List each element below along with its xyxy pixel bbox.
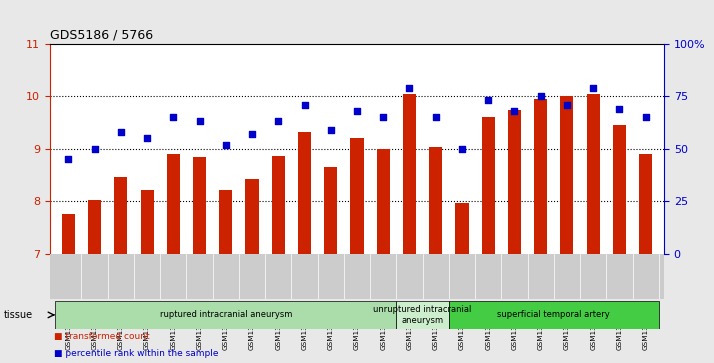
Point — [535, 93, 546, 99]
Point — [483, 98, 494, 103]
Bar — [55, 301, 396, 329]
Point — [561, 102, 573, 107]
Point — [378, 114, 389, 120]
Bar — [639, 154, 652, 254]
Bar — [324, 167, 337, 254]
Point — [588, 85, 599, 91]
Text: ruptured intracranial aneurysm: ruptured intracranial aneurysm — [160, 310, 292, 319]
Bar — [88, 200, 101, 254]
Bar — [560, 96, 573, 254]
Text: tissue: tissue — [4, 310, 33, 320]
Bar — [62, 213, 75, 254]
Text: ■ transformed count: ■ transformed count — [54, 332, 149, 341]
Point — [351, 108, 363, 114]
Point — [273, 119, 284, 125]
Point — [614, 106, 625, 112]
Text: GDS5186 / 5766: GDS5186 / 5766 — [50, 28, 153, 41]
Bar — [534, 99, 547, 254]
Bar — [272, 156, 285, 254]
Bar — [298, 132, 311, 254]
Bar — [429, 147, 442, 254]
Bar — [246, 179, 258, 254]
Bar — [141, 190, 154, 254]
Point — [193, 119, 205, 125]
Bar — [508, 110, 521, 254]
Bar — [449, 301, 659, 329]
Point — [246, 131, 258, 137]
Bar — [167, 154, 180, 254]
Bar — [377, 149, 390, 254]
Bar — [396, 301, 449, 329]
Bar — [587, 94, 600, 254]
Point — [89, 146, 100, 152]
Point — [640, 114, 651, 120]
Text: ■ percentile rank within the sample: ■ percentile rank within the sample — [54, 348, 218, 358]
Point — [509, 108, 521, 114]
Point — [325, 127, 336, 133]
Point — [456, 146, 468, 152]
Bar — [219, 190, 232, 254]
Bar — [456, 203, 468, 254]
Text: superficial temporal artery: superficial temporal artery — [498, 310, 610, 319]
Point — [220, 142, 231, 147]
Bar — [482, 117, 495, 254]
Bar — [403, 94, 416, 254]
Point — [63, 156, 74, 162]
Bar — [613, 125, 626, 254]
Point — [430, 114, 441, 120]
Bar — [351, 138, 363, 254]
Text: unruptured intracranial
aneurysm: unruptured intracranial aneurysm — [373, 305, 472, 325]
Point — [404, 85, 416, 91]
Point — [298, 102, 310, 107]
Bar — [114, 177, 127, 254]
Point — [115, 129, 126, 135]
Bar — [193, 157, 206, 254]
Point — [168, 114, 179, 120]
Point — [141, 135, 153, 141]
